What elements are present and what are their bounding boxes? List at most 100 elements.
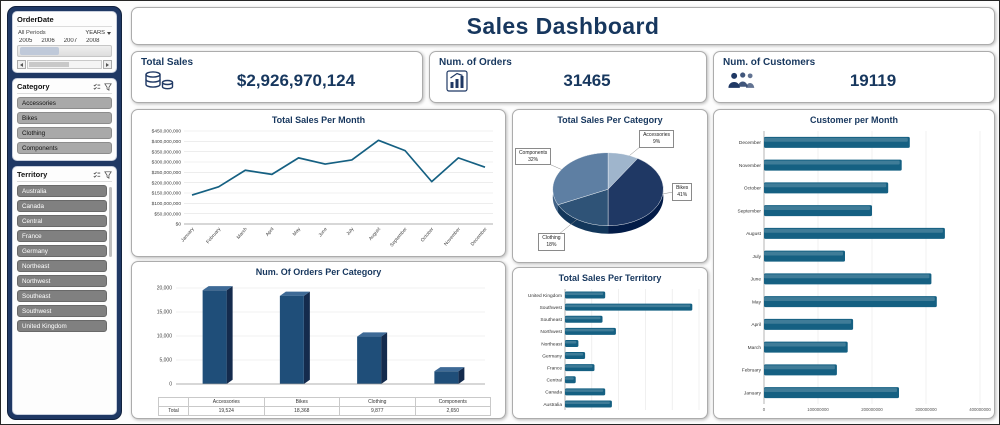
orderdate-slicer: OrderDate All Periods YEARS 2005 2006 2007… [12, 11, 117, 73]
year-2005[interactable]: 2005 [19, 38, 33, 44]
category-item-bikes[interactable]: Bikes [17, 112, 112, 124]
people-icon [725, 69, 757, 93]
sales-per-month-card: Total Sales Per Month $0 $50,000,000 $100,… [131, 109, 506, 257]
category-item-clothing[interactable]: Clothing [17, 127, 112, 139]
clear-filter-icon[interactable] [104, 170, 112, 179]
customer-per-month-chart[interactable]: 0 100000000 200000000 300000000 400000000 Dec… [714, 126, 994, 418]
svg-text:April: April [265, 226, 276, 237]
chart-title: Customer per Month [809, 115, 898, 125]
sales-per-category-pie[interactable]: Accessories 9% Bikes 41% Clothing 18% Componen… [513, 126, 707, 262]
sales-per-territory-card: Total Sales Per Territory United Kingdom… [512, 267, 708, 419]
customer-per-month-card: Customer per Month 0 100000000 200000000 30… [713, 109, 995, 419]
year-2008[interactable]: 2008 [86, 38, 100, 44]
category-slicer-title: Category [17, 82, 50, 91]
clear-filter-icon[interactable] [104, 82, 112, 91]
chart-title: Total Sales Per Category [557, 115, 663, 125]
territory-item-southwest[interactable]: Southwest [17, 305, 107, 317]
territory-item-united-kingdom[interactable]: United Kingdom [17, 320, 107, 332]
kpi-value: $2,926,970,124 [236, 71, 356, 90]
svg-text:$200,000,000: $200,000,000 [152, 180, 182, 186]
territory-item-france[interactable]: France [17, 230, 107, 242]
filters-sidebar: OrderDate All Periods YEARS 2005 2006 2007… [7, 6, 122, 420]
kpi-label: Num. of Customers [723, 57, 816, 68]
svg-text:5,000: 5,000 [159, 358, 172, 364]
svg-text:15,000: 15,000 [157, 310, 173, 316]
orders-total-table: Accessories Bikes Clothing Components Total 1… [158, 397, 491, 416]
svg-text:Southwest: Southwest [540, 305, 563, 311]
svg-text:France: France [547, 365, 562, 371]
svg-text:March: March [236, 226, 249, 240]
territory-item-northeast[interactable]: Northeast [17, 260, 107, 272]
svg-text:200000000: 200000000 [861, 407, 883, 412]
svg-text:$50,000,000: $50,000,000 [154, 211, 181, 217]
sales-per-month-chart[interactable]: $0 $50,000,000 $100,000,000 $150,000,000 $20… [132, 126, 505, 256]
svg-text:September: September [389, 226, 409, 248]
scrollbar-thumb[interactable] [29, 62, 70, 67]
scroll-right-button[interactable] [103, 60, 112, 69]
territory-item-australia[interactable]: Australia [17, 185, 107, 197]
svg-text:September: September [738, 208, 762, 214]
multi-select-icon[interactable] [93, 171, 101, 179]
orderdate-slicer-title: OrderDate [17, 15, 54, 24]
svg-text:100000000: 100000000 [807, 407, 829, 412]
svg-text:10,000: 10,000 [157, 334, 173, 340]
svg-text:$400,000,000: $400,000,000 [152, 139, 182, 145]
svg-text:$100,000,000: $100,000,000 [152, 201, 182, 207]
svg-text:$450,000,000: $450,000,000 [152, 129, 182, 135]
svg-text:August: August [368, 226, 383, 242]
svg-text:Northeast: Northeast [541, 341, 562, 347]
category-item-accessories[interactable]: Accessories [17, 97, 112, 109]
sales-per-territory-chart[interactable]: United Kingdom Southwest Southeast Northwes… [513, 284, 707, 418]
orderdate-period-label: All Periods [18, 30, 46, 36]
orderdate-granularity-dropdown[interactable]: YEARS [85, 30, 111, 36]
arrow-right-icon [106, 62, 109, 67]
svg-text:$350,000,000: $350,000,000 [152, 149, 182, 155]
pie-label-accessories: Accessories 9% [639, 130, 675, 148]
svg-text:$0: $0 [176, 222, 182, 228]
svg-text:400000000: 400000000 [969, 407, 991, 412]
scrollbar-track[interactable] [27, 60, 102, 69]
territory-item-northwest[interactable]: Northwest [17, 275, 107, 287]
category-slicer: Category Accessories Bikes Clothing Compone… [12, 78, 117, 161]
year-2007[interactable]: 2007 [63, 38, 78, 44]
multi-select-icon[interactable] [93, 83, 101, 91]
svg-text:October: October [744, 186, 761, 192]
bar-chart-icon [441, 69, 473, 93]
kpi-value: 31465 [563, 71, 611, 90]
scroll-left-button[interactable] [17, 60, 26, 69]
kpi-value: 19119 [849, 71, 897, 90]
svg-text:300000000: 300000000 [915, 407, 937, 412]
territory-item-southeast[interactable]: Southeast [17, 290, 107, 302]
territory-item-canada[interactable]: Canada [17, 200, 107, 212]
svg-text:Australia: Australia [543, 402, 562, 408]
orderdate-years: 2005 2006 2007 2008 [19, 38, 110, 44]
pie-label-components: Components 32% [514, 147, 552, 166]
territory-item-germany[interactable]: Germany [17, 245, 107, 257]
kpi-num-customers: Num. of Customers 19119 [713, 51, 995, 103]
svg-text:June: June [751, 277, 762, 283]
svg-text:$250,000,000: $250,000,000 [152, 170, 182, 176]
territory-item-central[interactable]: Central [17, 215, 107, 227]
category-item-components[interactable]: Components [17, 142, 112, 154]
svg-text:February: February [205, 226, 222, 245]
orders-per-category-chart[interactable]: 0 5,000 10,000 15,000 20,000 Accessories Bikes… [132, 278, 505, 418]
svg-text:January: January [180, 226, 196, 243]
svg-text:Germany: Germany [542, 353, 562, 359]
svg-text:0: 0 [169, 382, 172, 388]
year-2006[interactable]: 2006 [41, 38, 55, 44]
chart-title: Total Sales Per Territory [558, 273, 662, 283]
svg-text:August: August [746, 231, 762, 237]
territory-scrollbar-thumb[interactable] [109, 187, 112, 257]
timeline-track[interactable] [17, 45, 112, 57]
coins-icon [143, 69, 175, 93]
svg-text:$300,000,000: $300,000,000 [152, 160, 182, 166]
timeline-selection[interactable] [20, 47, 60, 55]
svg-text:November: November [739, 163, 762, 169]
svg-text:United Kingdom: United Kingdom [528, 293, 562, 299]
svg-text:Southeast: Southeast [540, 317, 562, 323]
svg-text:December: December [470, 226, 489, 247]
timeline-scrollbar [17, 60, 112, 69]
svg-text:Canada: Canada [545, 390, 562, 396]
svg-text:January: January [744, 390, 762, 396]
kpi-label: Total Sales [141, 57, 194, 68]
